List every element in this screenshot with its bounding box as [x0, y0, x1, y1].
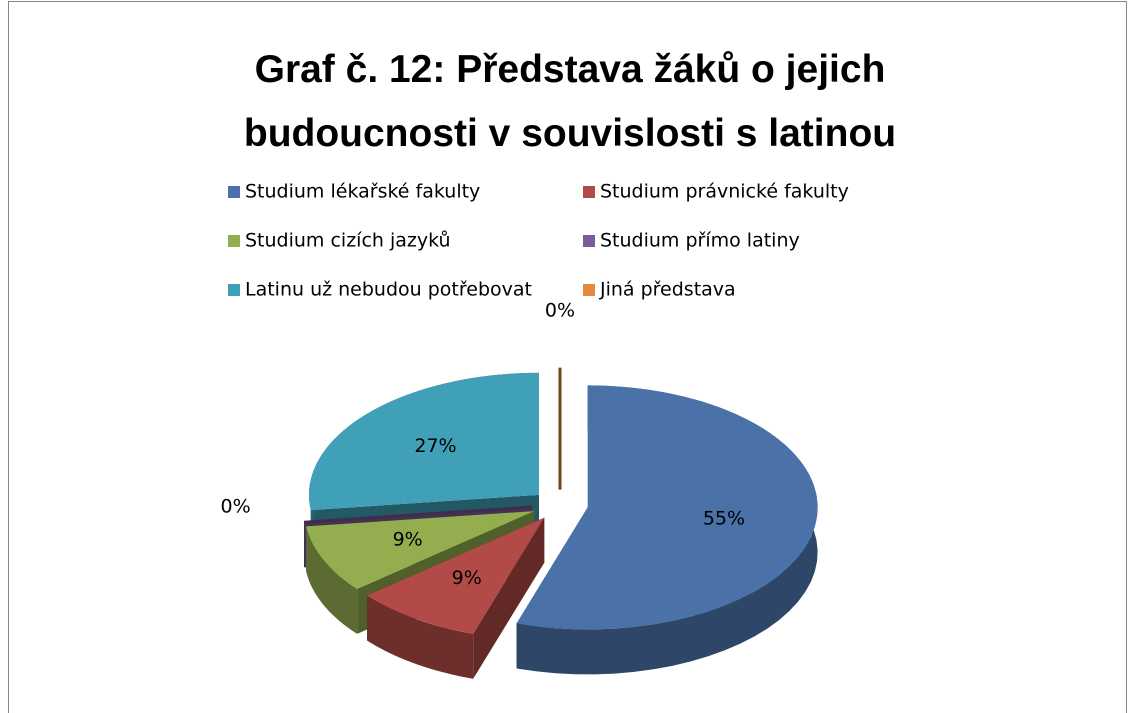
legend-swatch — [583, 284, 595, 296]
legend-swatch — [583, 186, 595, 198]
data-label: 0% — [221, 495, 251, 517]
slice — [306, 511, 535, 589]
legend-swatch — [228, 235, 240, 247]
chart-border — [8, 1, 1127, 713]
slice — [516, 385, 818, 630]
legend-swatch — [583, 235, 595, 247]
chart-title: Graf č. 12: Představa žáků o jejich budo… — [243, 48, 897, 155]
legend-swatch — [228, 186, 240, 198]
slice-tops — [303, 367, 818, 634]
slice — [367, 517, 545, 634]
legend-swatch — [228, 284, 240, 296]
data-label: 9% — [452, 567, 482, 589]
data-label: 55% — [703, 507, 745, 529]
legend-label: Studium cizích jazyků — [245, 230, 451, 252]
legend-label: Studium právnické fakulty — [600, 181, 849, 203]
slice-wall — [306, 526, 358, 634]
slice — [308, 372, 539, 511]
data-label: 0% — [545, 300, 575, 322]
data-label: 27% — [414, 435, 456, 457]
legend-label: Latinu už nebudou potřebovat — [245, 279, 532, 301]
legend-label: Studium přímo latiny — [600, 230, 800, 252]
data-label: 9% — [393, 529, 423, 551]
legend-label: Jiná představa — [599, 279, 736, 301]
legend-label: Studium lékařské fakulty — [245, 181, 480, 203]
slice-wall — [367, 595, 474, 679]
